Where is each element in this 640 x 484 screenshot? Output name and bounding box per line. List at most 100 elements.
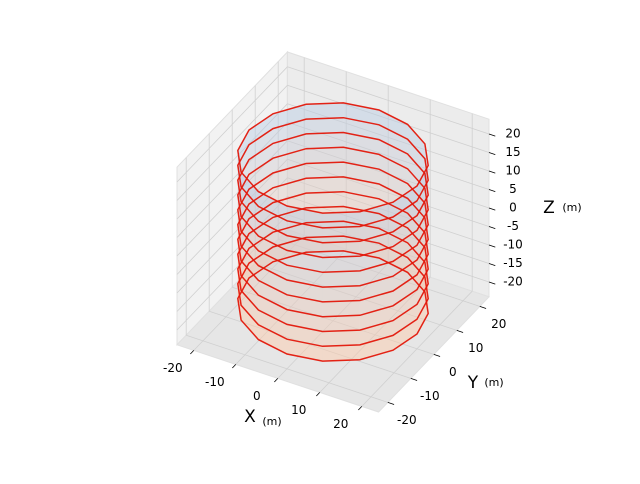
x-tick-label: 10 bbox=[291, 403, 306, 417]
grid-line bbox=[287, 158, 490, 227]
x-tick-label: 0 bbox=[253, 389, 261, 403]
surface-face bbox=[379, 110, 408, 140]
tick-mark bbox=[479, 306, 487, 309]
surface-face bbox=[393, 319, 417, 351]
y-tick-label: 0 bbox=[449, 365, 457, 379]
surface-face bbox=[407, 139, 425, 174]
surface-face bbox=[359, 335, 393, 360]
surface-face bbox=[258, 295, 287, 325]
surface-face bbox=[322, 241, 360, 258]
surface-face bbox=[241, 290, 259, 325]
surface-face bbox=[273, 193, 307, 218]
ring bbox=[237, 131, 429, 244]
surface-face bbox=[258, 206, 287, 236]
surface-face bbox=[379, 154, 408, 184]
z-tick-label: 15 bbox=[505, 145, 520, 159]
grid-line bbox=[176, 85, 288, 201]
surface-face bbox=[379, 243, 408, 273]
ring bbox=[237, 161, 429, 274]
surface-face bbox=[322, 270, 360, 288]
grid-line bbox=[278, 238, 480, 307]
surface-face bbox=[249, 143, 273, 175]
surface-face bbox=[306, 132, 344, 149]
surface-face bbox=[379, 124, 408, 154]
surface-face bbox=[258, 221, 287, 251]
surface-face bbox=[379, 198, 408, 228]
surface-face bbox=[258, 236, 287, 266]
tick-mark bbox=[488, 244, 496, 248]
surface-face bbox=[359, 291, 393, 316]
z-tick-label: -10 bbox=[503, 238, 523, 252]
surface-face bbox=[322, 344, 360, 362]
surface-face bbox=[258, 310, 287, 340]
ring bbox=[237, 146, 429, 259]
z-axis-label: Z bbox=[543, 198, 555, 218]
surface-face bbox=[322, 315, 360, 332]
surface-face bbox=[258, 250, 287, 280]
tick-mark bbox=[433, 354, 441, 357]
x-axis-label: X bbox=[244, 407, 256, 427]
tick-mark bbox=[358, 406, 363, 411]
surface-face bbox=[306, 236, 344, 253]
ring bbox=[237, 205, 429, 318]
y-tick-label: 20 bbox=[491, 317, 506, 331]
surface-face bbox=[407, 124, 425, 159]
surface-face bbox=[273, 178, 307, 203]
ring bbox=[237, 116, 429, 229]
grid-line bbox=[176, 122, 288, 238]
tick-mark bbox=[488, 133, 496, 137]
surface-face bbox=[258, 265, 287, 295]
tick-mark bbox=[274, 378, 279, 383]
grid-line bbox=[287, 103, 490, 172]
grid-line bbox=[176, 103, 288, 220]
surface-face bbox=[379, 228, 408, 258]
x-tick-label: 20 bbox=[333, 417, 348, 431]
grid-line bbox=[287, 177, 490, 246]
x-tick-label: -20 bbox=[163, 361, 183, 375]
surface-face bbox=[306, 176, 344, 194]
tick-mark bbox=[232, 364, 237, 369]
y-tick-label: -20 bbox=[397, 413, 417, 427]
surface-face bbox=[322, 285, 360, 302]
surface-face bbox=[306, 102, 344, 120]
surface-face bbox=[273, 163, 307, 188]
ring bbox=[237, 176, 429, 288]
x-tick-label: -10 bbox=[205, 375, 225, 389]
z-tick-label: 20 bbox=[505, 127, 520, 141]
surface-face bbox=[249, 113, 273, 145]
surface-face bbox=[306, 162, 344, 179]
z-axis-unit: (m) bbox=[562, 201, 581, 214]
y-tick-label: 10 bbox=[468, 341, 483, 355]
tick-mark bbox=[410, 378, 418, 381]
surface-face bbox=[359, 320, 393, 345]
surface-face bbox=[249, 173, 273, 204]
tick-mark bbox=[488, 207, 496, 211]
surface-face bbox=[241, 305, 259, 340]
surface-face bbox=[273, 237, 307, 262]
tick-mark bbox=[316, 392, 321, 397]
surface-face bbox=[249, 128, 273, 160]
surface-face bbox=[379, 213, 408, 243]
surface-face bbox=[273, 133, 307, 159]
surface-face bbox=[258, 324, 287, 354]
surface-face bbox=[359, 246, 393, 271]
z-tick-label: 0 bbox=[509, 201, 517, 215]
surface-face bbox=[273, 104, 307, 129]
surface-face bbox=[322, 211, 360, 228]
z-tick-label: 5 bbox=[509, 182, 517, 196]
grid-line bbox=[287, 84, 490, 153]
surface-face bbox=[306, 221, 344, 238]
surface-face bbox=[306, 117, 344, 134]
surface-face bbox=[359, 305, 393, 331]
grid-line bbox=[176, 159, 288, 275]
surface-face bbox=[273, 207, 307, 233]
surface-face bbox=[273, 148, 307, 173]
tick-mark bbox=[488, 170, 496, 174]
ring bbox=[237, 220, 429, 333]
surface-face bbox=[359, 231, 393, 257]
surface-face bbox=[306, 206, 344, 223]
surface-face bbox=[359, 276, 393, 301]
surface-face bbox=[273, 222, 307, 247]
tick-mark bbox=[488, 152, 496, 155]
